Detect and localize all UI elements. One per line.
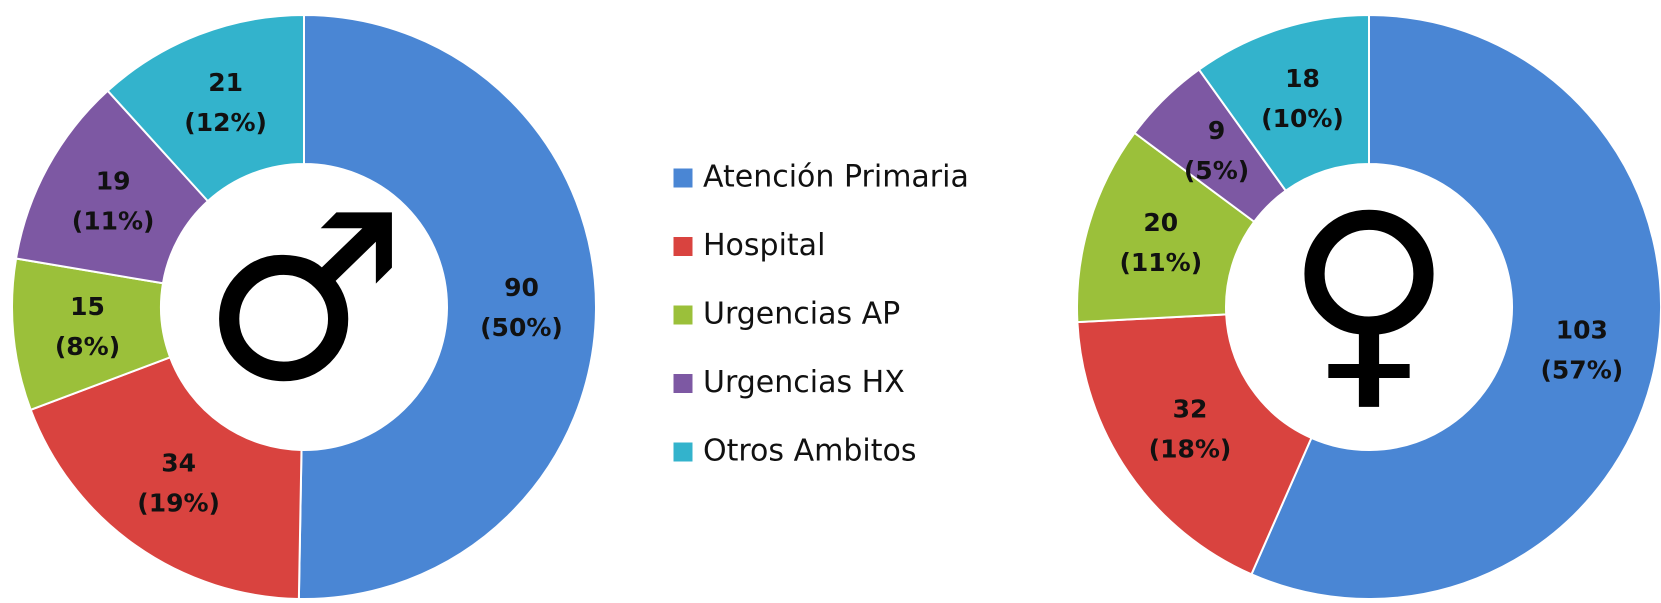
center-symbol: ♀ — [1285, 166, 1453, 433]
percent-label: (57%) — [1540, 356, 1623, 385]
legend-label: Hospital — [703, 228, 825, 263]
donut-slice — [1250, 13, 1661, 600]
legend-swatch — [672, 304, 694, 326]
data-label: 19 — [96, 167, 131, 196]
data-label: 90 — [504, 273, 539, 302]
donut-slice — [297, 13, 597, 600]
data-label: 18 — [1285, 64, 1320, 93]
percent-label: (19%) — [137, 489, 220, 518]
percent-label: (18%) — [1149, 435, 1232, 464]
percent-label: (11%) — [72, 207, 155, 236]
percent-label: (12%) — [184, 108, 267, 137]
percent-label: (8%) — [55, 332, 120, 361]
data-label: 103 — [1556, 316, 1608, 345]
percent-label: (11%) — [1119, 248, 1202, 277]
donut-slice — [1076, 131, 1256, 324]
data-label: 32 — [1173, 395, 1208, 424]
percent-label: (10%) — [1261, 104, 1344, 133]
legend-swatch — [672, 167, 694, 189]
percent-label: (50%) — [480, 313, 563, 342]
data-label: 34 — [161, 449, 196, 478]
legend-label: Urgencias HX — [703, 365, 905, 400]
data-label: 9 — [1208, 116, 1225, 145]
center-symbol: ♂ — [201, 166, 407, 433]
data-label: 21 — [208, 68, 243, 97]
legend-swatch — [672, 441, 694, 463]
legend-swatch — [672, 373, 694, 394]
donut-slice — [29, 356, 303, 600]
legend-swatch — [672, 236, 694, 257]
data-label: 20 — [1143, 208, 1178, 237]
legend-label: Urgencias AP — [703, 297, 900, 332]
donut-slice — [1197, 13, 1370, 193]
data-label: 15 — [70, 292, 105, 321]
donut-slice — [1076, 313, 1313, 576]
donut-slice — [106, 13, 305, 203]
percent-label: (5%) — [1184, 156, 1249, 185]
legend-label: Otros Ambitos — [703, 434, 916, 469]
legend-label: Atención Primaria — [703, 160, 969, 195]
